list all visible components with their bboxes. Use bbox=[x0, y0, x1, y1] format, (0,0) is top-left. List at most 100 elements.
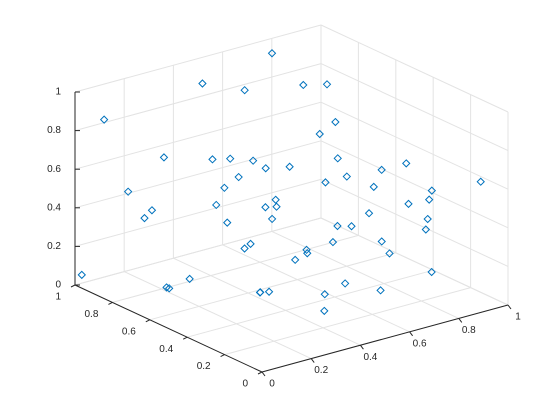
z-tick-label: 1 bbox=[55, 87, 61, 98]
data-point bbox=[347, 222, 356, 231]
grid-line bbox=[74, 178, 322, 247]
data-point bbox=[147, 206, 157, 215]
data-point bbox=[402, 159, 411, 168]
y-tick bbox=[145, 319, 151, 323]
x-axis bbox=[261, 304, 509, 373]
data-point bbox=[198, 79, 207, 88]
data-point bbox=[328, 237, 338, 247]
grid-line bbox=[149, 252, 396, 321]
x-tick bbox=[310, 358, 315, 363]
x-tick bbox=[507, 304, 512, 310]
data-point bbox=[99, 115, 109, 124]
x-tick bbox=[261, 371, 266, 377]
grid-line bbox=[224, 287, 471, 356]
data-point bbox=[123, 187, 133, 196]
data-point bbox=[321, 178, 330, 187]
data-point bbox=[234, 172, 243, 182]
data-point bbox=[322, 80, 332, 89]
data-point bbox=[340, 279, 350, 288]
grid-line bbox=[187, 269, 434, 338]
z-tick-label: 0 bbox=[55, 280, 61, 291]
grid-line bbox=[320, 63, 509, 152]
data-point bbox=[185, 274, 194, 284]
z-tick-label: 0.2 bbox=[47, 241, 61, 252]
data-point bbox=[225, 154, 235, 163]
data-point bbox=[162, 283, 171, 292]
x-tick bbox=[409, 331, 414, 337]
grid-line bbox=[112, 234, 359, 303]
data-point bbox=[255, 288, 265, 297]
grid-line bbox=[320, 178, 509, 267]
data-point bbox=[208, 155, 217, 164]
grid-line bbox=[271, 230, 460, 319]
data-point bbox=[290, 255, 300, 265]
data-point bbox=[248, 156, 258, 165]
data-point bbox=[264, 287, 274, 296]
data-point bbox=[320, 290, 329, 299]
grid-line bbox=[74, 140, 322, 209]
data-point bbox=[140, 213, 149, 223]
data-point bbox=[427, 186, 437, 195]
y-tick-label: 0.8 bbox=[84, 309, 98, 320]
x-tick-label: 0.8 bbox=[462, 325, 476, 336]
data-point bbox=[223, 218, 232, 227]
grid-line bbox=[320, 217, 509, 306]
grid-line bbox=[320, 140, 509, 229]
grid-line bbox=[74, 101, 322, 170]
grid-line bbox=[74, 63, 322, 132]
data-point bbox=[385, 249, 394, 258]
x-tick bbox=[359, 344, 364, 350]
data-point bbox=[476, 177, 485, 186]
data-point bbox=[240, 85, 249, 95]
data-point bbox=[333, 221, 342, 231]
data-point bbox=[377, 165, 386, 175]
y-tick bbox=[257, 371, 263, 375]
data-point bbox=[77, 270, 86, 280]
y-tick-label: 1 bbox=[55, 292, 61, 303]
data-point bbox=[421, 225, 431, 234]
data-point bbox=[220, 183, 229, 193]
grid-line bbox=[222, 244, 410, 333]
z-tick-label: 0.4 bbox=[47, 202, 61, 213]
data-point bbox=[246, 239, 255, 249]
x-tick-label: 0.4 bbox=[363, 352, 377, 363]
grid-line bbox=[173, 257, 361, 346]
grid-line bbox=[74, 24, 322, 93]
x-tick-label: 0.6 bbox=[413, 338, 427, 349]
data-point bbox=[261, 164, 270, 173]
data-point bbox=[267, 49, 277, 58]
data-point bbox=[271, 195, 280, 204]
data-point bbox=[376, 286, 385, 295]
y-tick bbox=[220, 354, 225, 358]
data-point bbox=[212, 200, 221, 210]
data-point bbox=[267, 214, 277, 224]
data-point bbox=[261, 203, 270, 212]
data-point bbox=[320, 306, 329, 316]
data-point bbox=[342, 172, 352, 181]
data-point bbox=[423, 214, 432, 224]
x-tick bbox=[458, 318, 463, 323]
data-point bbox=[377, 237, 386, 246]
x-tick-label: 0 bbox=[269, 379, 275, 390]
data-point bbox=[369, 182, 378, 192]
data-point bbox=[331, 117, 340, 127]
data-point bbox=[315, 129, 324, 139]
data-point bbox=[302, 245, 311, 255]
y-tick bbox=[108, 301, 113, 305]
grid-line bbox=[74, 217, 322, 286]
y-axis bbox=[74, 284, 263, 373]
y-tick-label: 0.2 bbox=[197, 361, 211, 372]
data-point bbox=[404, 199, 413, 209]
data-point bbox=[427, 267, 436, 277]
z-tick-label: 0.8 bbox=[47, 125, 61, 136]
data-point bbox=[164, 284, 174, 293]
grid-line bbox=[320, 24, 509, 113]
y-tick-label: 0.6 bbox=[122, 326, 136, 337]
y-tick bbox=[70, 284, 76, 288]
z-tick-label: 0.6 bbox=[47, 164, 61, 175]
grid-line bbox=[123, 271, 312, 360]
data-point bbox=[299, 80, 308, 90]
data-point bbox=[364, 209, 374, 218]
y-tick-label: 0.4 bbox=[159, 344, 173, 355]
